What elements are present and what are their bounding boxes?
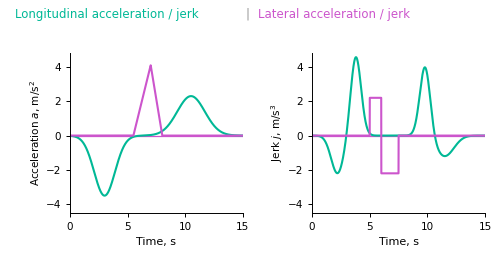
Text: Longitudinal acceleration / jerk: Longitudinal acceleration / jerk — [15, 8, 198, 21]
X-axis label: Time, s: Time, s — [378, 237, 418, 247]
Text: |: | — [246, 8, 250, 21]
Y-axis label: Jerk $j$, m/s$^3$: Jerk $j$, m/s$^3$ — [269, 104, 285, 162]
Text: Lateral acceleration / jerk: Lateral acceleration / jerk — [258, 8, 410, 21]
X-axis label: Time, s: Time, s — [136, 237, 176, 247]
Y-axis label: Acceleration $a$, m/s$^2$: Acceleration $a$, m/s$^2$ — [28, 80, 43, 186]
